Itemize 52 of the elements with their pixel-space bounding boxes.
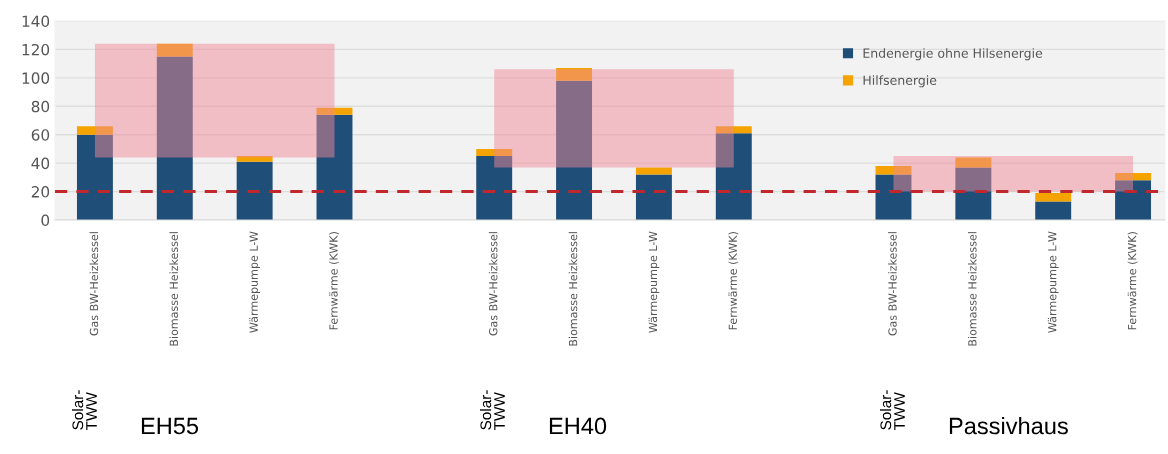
bar [76, 134, 113, 220]
x-tick-label: Biomasse Heizkessel [568, 232, 578, 346]
x-tick-label: Biomasse Heizkessel [169, 232, 179, 346]
x-tick-label: Gas BW-Heizkessel [888, 232, 897, 336]
x-tick-label: Biomasse Heizkessel [967, 232, 977, 346]
bar [476, 148, 513, 157]
y-tick-label: 140 [22, 15, 50, 28]
x-tick-label: Wärmepumpe L-W [249, 231, 261, 333]
bar [1035, 192, 1072, 202]
bar [715, 133, 752, 220]
bar [1115, 180, 1152, 220]
bar [156, 56, 193, 220]
legend-label: Endenergie ohne Hilsenergie [863, 48, 1043, 61]
x-tick-label: Fernwärme (KWK) [728, 232, 739, 330]
bar [236, 161, 273, 220]
bar [635, 167, 672, 175]
bar [316, 114, 353, 220]
bar [875, 165, 912, 175]
bar [556, 80, 593, 220]
y-tick-label: 80 [31, 100, 50, 113]
bar [955, 167, 992, 220]
bar [1115, 173, 1152, 181]
text: Passivhaus [949, 416, 1068, 435]
bar [875, 174, 912, 220]
x-tick-label: Gas BW-Heizkessel [89, 232, 99, 336]
legend-label: Hilfsenergie [863, 75, 937, 88]
y-tick-label: 100 [22, 72, 50, 84]
y-tick-label: 60 [31, 129, 50, 141]
text: Solar- TWW [480, 390, 505, 431]
bar [1035, 201, 1072, 220]
x-tick-label: Gas BW-Heizkessel [488, 232, 498, 336]
y-tick-label: 120 [22, 43, 50, 56]
bar [76, 126, 113, 135]
bar [955, 157, 992, 168]
text: EH55 [141, 417, 199, 435]
y-tick-label: 0 [41, 214, 50, 227]
y-tick-label: 40 [31, 157, 50, 170]
bar [316, 107, 353, 115]
bar [715, 126, 752, 134]
x-tick-label: Wärmepumpe L-W [1047, 231, 1059, 333]
text: EH40 [549, 417, 607, 435]
x-tick-label: Fernwärme (KWK) [1127, 232, 1138, 330]
text: Solar- TWW [72, 390, 97, 431]
bar [556, 67, 593, 81]
text: Solar- TWW [880, 390, 905, 431]
bar [635, 174, 672, 220]
y-tick-label: 20 [31, 186, 50, 198]
bar [156, 43, 193, 57]
bar [476, 156, 513, 220]
x-tick-label: Fernwärme (KWK) [329, 232, 340, 330]
bar [236, 156, 273, 162]
x-tick-label: Wärmepumpe L-W [648, 231, 660, 333]
